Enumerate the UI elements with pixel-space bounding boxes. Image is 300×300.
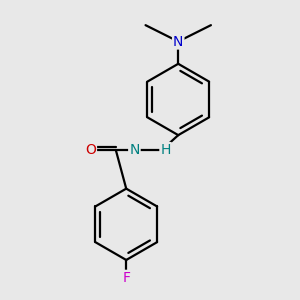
Text: N: N [173, 34, 183, 49]
Text: F: F [122, 271, 130, 285]
Text: H: H [160, 143, 171, 157]
Text: O: O [85, 143, 96, 157]
Text: N: N [129, 143, 140, 157]
